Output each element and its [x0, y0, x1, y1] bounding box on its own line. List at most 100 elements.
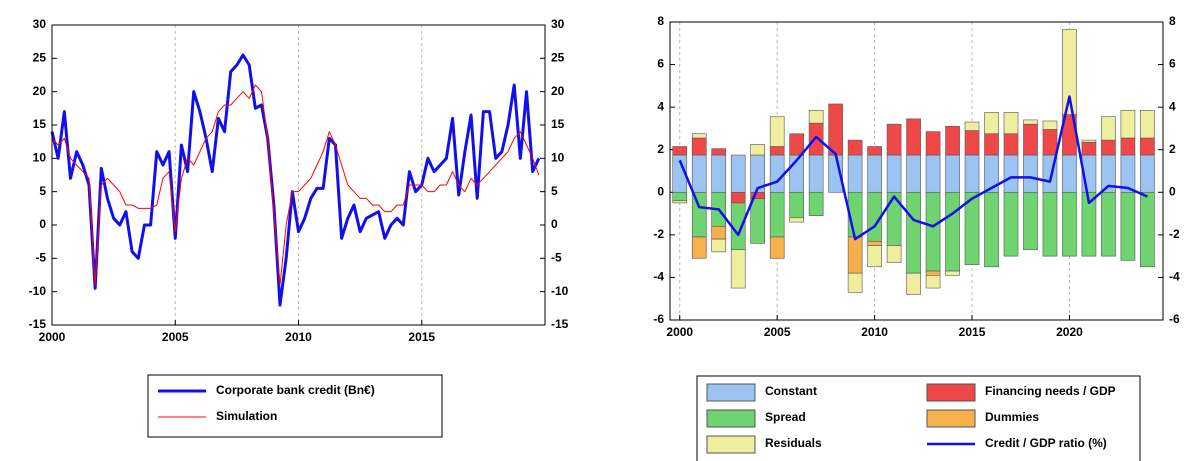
bar-segment [711, 154, 727, 193]
y-tick-label: -4 [653, 270, 664, 284]
bar-segment [711, 226, 727, 240]
bar-segment [1120, 110, 1136, 139]
bar-segment [945, 154, 960, 193]
y2-tick-label: 10 [551, 151, 565, 165]
bar-segment [984, 112, 999, 135]
bar-segment [750, 144, 766, 156]
bar-segment [672, 191, 688, 202]
bar-segment [886, 123, 902, 156]
bar-segment [1101, 116, 1116, 141]
bar-segment [769, 116, 785, 147]
y-tick-label: -15 [29, 317, 47, 331]
legend-box [696, 375, 1141, 461]
x-tick-label: 2015 [408, 330, 435, 344]
legend-label: Residuals [765, 436, 822, 450]
legend-label: Credit / GDP ratio (%) [985, 436, 1107, 450]
bar-segment [867, 245, 882, 268]
bar-segment [769, 146, 785, 156]
legend-swatch [926, 409, 976, 428]
bar-segment [925, 131, 941, 156]
bar-segment [1101, 139, 1116, 156]
x-tick-label: 2015 [959, 325, 986, 339]
bar-segment [906, 191, 921, 274]
bar-segment [1042, 120, 1058, 130]
bar-segment [672, 200, 688, 204]
legend-label: Financing needs / GDP [985, 384, 1116, 398]
y2-tick-label: 30 [551, 17, 565, 31]
bar-segment [711, 148, 727, 156]
y-tick-label: 6 [657, 57, 664, 71]
bar-segment [964, 130, 980, 156]
bar-segment [808, 122, 824, 156]
bar-segment [847, 236, 863, 274]
bar-segment [789, 217, 804, 223]
legend-label: Constant [765, 384, 817, 398]
y-tick-label: 10 [33, 151, 47, 165]
y2-tick-label: 4 [1169, 99, 1176, 113]
bar-segment [847, 139, 863, 156]
bar-segment [808, 110, 824, 124]
y2-tick-label: 2 [1169, 142, 1176, 156]
bar-segment [730, 202, 746, 251]
bar-segment [1023, 119, 1038, 125]
y2-tick-label: 5 [551, 184, 558, 198]
y-tick-label: -10 [29, 284, 47, 298]
bar-segment [769, 236, 785, 259]
bar-segment [1140, 191, 1155, 268]
y2-tick-label: 25 [551, 51, 565, 65]
y2-tick-label: 0 [1169, 184, 1176, 198]
bar-segment [945, 126, 960, 156]
bar-segment [1081, 191, 1097, 257]
y-tick-label: 5 [39, 184, 46, 198]
bar-segment [1003, 191, 1019, 257]
bar-segment [886, 245, 902, 263]
y-tick-label: 2 [657, 142, 664, 156]
bar-segment [1140, 154, 1155, 193]
bar-segment [925, 274, 941, 289]
bar-segment [808, 154, 824, 193]
x-tick-label: 2010 [861, 325, 888, 339]
y-tick-label: 15 [33, 117, 47, 131]
bar-segment [711, 238, 727, 253]
bar-segment [769, 154, 785, 193]
bar-segment [925, 154, 941, 193]
bar-segment [691, 236, 707, 259]
legend-label: Dummies [985, 410, 1039, 424]
bar-segment [1140, 137, 1155, 156]
series-line [678, 95, 1148, 241]
bar-segment [906, 118, 921, 156]
bar-segment [1120, 191, 1136, 261]
legend-swatch [706, 409, 756, 428]
bar-segment [867, 146, 882, 156]
legend-label: Simulation [216, 409, 277, 423]
bar-segment [730, 191, 746, 204]
bar-segment [1081, 141, 1097, 156]
bar-segment [1023, 123, 1038, 156]
x-tick-label: 2000 [39, 330, 66, 344]
bar-segment [828, 103, 843, 156]
y2-tick-label: 0 [551, 217, 558, 231]
x-tick-label: 2005 [162, 330, 189, 344]
y-tick-label: 30 [33, 17, 47, 31]
bar-segment [1101, 191, 1116, 257]
bar-segment [1023, 191, 1038, 251]
bar-segment [1081, 139, 1097, 143]
bar-segment [1042, 191, 1058, 257]
bar-segment [1003, 154, 1019, 193]
y2-tick-label: 15 [551, 117, 565, 131]
bar-segment [808, 191, 824, 217]
y-tick-label: 8 [657, 14, 664, 28]
legend-swatch [926, 383, 976, 402]
y2-tick-label: -2 [1169, 227, 1180, 241]
bar-segment [886, 154, 902, 193]
bar-segment [672, 146, 688, 156]
legend-swatch [706, 435, 756, 454]
bar-segment [964, 154, 980, 193]
bar-segment [867, 154, 882, 193]
plot-frame [669, 21, 1164, 321]
bar-segment [925, 270, 941, 276]
bar-segment [730, 249, 746, 289]
bar-segment [847, 272, 863, 293]
y-tick-label: -6 [653, 312, 664, 326]
y2-tick-label: -6 [1169, 312, 1180, 326]
